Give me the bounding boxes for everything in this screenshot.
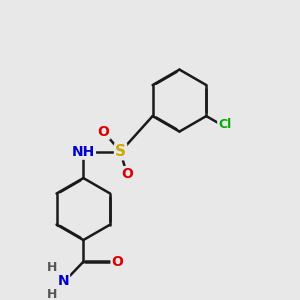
Text: O: O	[112, 255, 123, 269]
Text: N: N	[57, 274, 69, 288]
Text: Cl: Cl	[218, 118, 231, 131]
Text: O: O	[121, 167, 133, 181]
Text: H: H	[47, 260, 58, 274]
Text: H: H	[47, 288, 58, 300]
Text: S: S	[115, 144, 126, 159]
Text: O: O	[98, 124, 110, 139]
Text: NH: NH	[72, 145, 95, 159]
